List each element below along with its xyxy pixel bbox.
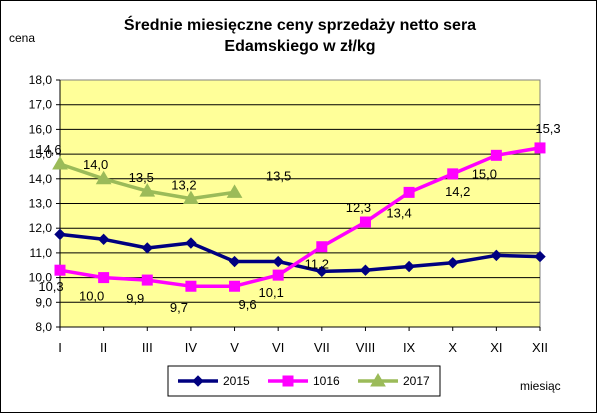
data-point-2015 [447, 257, 459, 269]
x-tick-label: X [448, 340, 457, 355]
y-tick-label: 17,0 [29, 98, 53, 112]
data-label-1016: 15,3 [535, 121, 560, 136]
legend-marker-1016 [282, 375, 294, 387]
legend-label-2017: 2017 [403, 374, 430, 388]
data-point-2017 [183, 190, 199, 205]
y-tick-label: 13,0 [29, 197, 53, 211]
y-tick-label: 9,0 [35, 295, 52, 309]
y-tick-label: 10,0 [29, 271, 53, 285]
legend-label-1016: 1016 [313, 374, 340, 388]
x-tick-label: V [230, 340, 239, 355]
x-tick-label: III [142, 340, 153, 355]
data-point-2015 [272, 255, 284, 268]
legend-marker-2015 [192, 375, 204, 387]
y-tick-label: 12,0 [29, 221, 53, 235]
data-label-1016: 11,2 [305, 257, 329, 272]
data-point-2017 [226, 184, 243, 198]
data-label-2017: 13,2 [171, 178, 196, 193]
data-point-1016 [447, 168, 459, 180]
data-point-2015 [403, 260, 415, 273]
data-point-2015 [185, 237, 197, 249]
x-tick-label: VI [272, 340, 284, 355]
data-point-1016 [490, 149, 502, 161]
x-tick-label: VIII [356, 340, 376, 355]
series-line-2015 [59, 232, 541, 274]
data-point-2015 [141, 242, 153, 254]
data-point-2015 [359, 264, 372, 276]
data-point-2015 [316, 265, 328, 278]
x-tick-label: VII [314, 340, 330, 355]
series-line-1016 [59, 146, 541, 288]
y-tick-label: 18,0 [29, 73, 53, 87]
data-label-1016: 9,9 [126, 291, 144, 306]
data-point-1016 [54, 264, 66, 276]
data-point-1016 [229, 280, 241, 292]
x-tick-label: XII [532, 340, 548, 355]
data-point-2015 [534, 250, 546, 263]
data-label-1016: 15,0 [472, 166, 497, 181]
data-point-1016 [98, 272, 110, 284]
data-point-1016 [272, 269, 284, 281]
data-label-2017: 13,5 [266, 168, 291, 183]
data-label-2017: 14,6 [36, 142, 61, 157]
data-point-2017 [52, 155, 68, 170]
data-label-1016: 14,2 [445, 184, 470, 199]
x-tick-label: XI [490, 340, 502, 355]
data-label-2017: 14,0 [83, 157, 108, 172]
y-tick-label: 14,0 [29, 172, 53, 186]
data-label-1016: 9,6 [239, 297, 257, 312]
data-point-1016 [534, 142, 546, 154]
y-tick-label: 15,0 [29, 147, 53, 161]
data-point-1016 [359, 216, 371, 228]
data-point-2015 [228, 255, 241, 268]
x-tick-label: II [100, 340, 107, 355]
x-tick-label: I [58, 340, 62, 355]
chart-title-line1: Średnie miesięczne ceny sprzedaży netto … [124, 15, 476, 34]
data-label-1016: 10,3 [38, 279, 63, 294]
chart-title-line2: Edamskiego w zł/kg [224, 38, 375, 55]
data-point-2017 [95, 170, 112, 185]
data-label-1016: 10,0 [79, 289, 104, 304]
data-point-1016 [185, 280, 197, 292]
x-tick-label: IX [403, 340, 416, 355]
data-point-1016 [403, 186, 415, 198]
y-axis-label: cena [9, 31, 35, 45]
data-label-1016: 13,4 [386, 205, 411, 220]
data-label-2017: 13,5 [129, 170, 154, 185]
data-point-2015 [490, 249, 503, 262]
y-tick-label: 11,0 [30, 246, 53, 260]
data-point-1016 [141, 274, 153, 286]
x-axis-label: miesiąc [520, 379, 561, 393]
legend-label-2015: 2015 [223, 374, 250, 388]
y-tick-label: 16,0 [29, 122, 53, 136]
legend-marker-2017 [370, 373, 386, 387]
data-label-1016: 10,1 [259, 285, 284, 300]
data-point-2015 [97, 233, 110, 246]
x-tick-label: IV [185, 340, 198, 355]
y-tick-label: 8,0 [35, 320, 52, 334]
data-point-1016 [316, 241, 328, 253]
data-point-2017 [139, 183, 156, 197]
data-label-1016: 12,3 [346, 200, 371, 215]
data-point-2015 [54, 228, 66, 241]
data-label-1016: 9,7 [170, 300, 188, 315]
